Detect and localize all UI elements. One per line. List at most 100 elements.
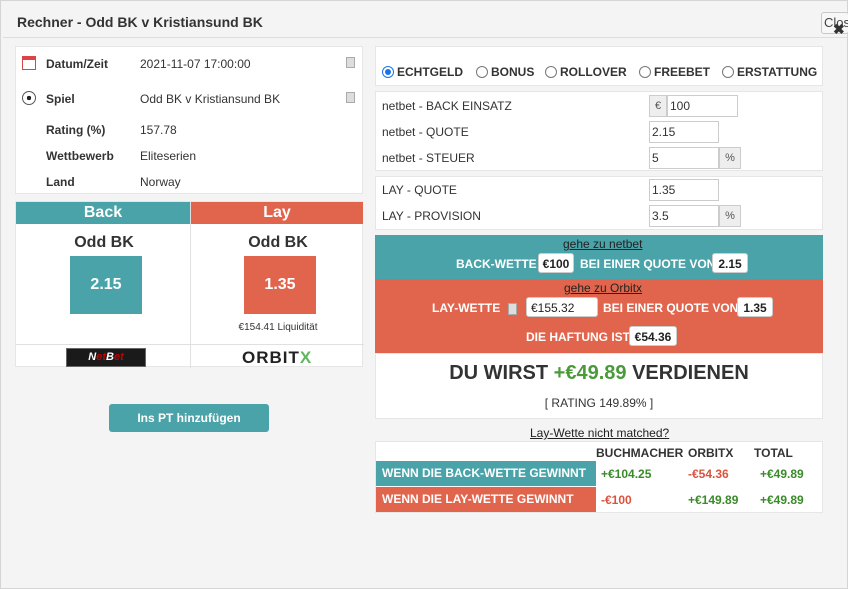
back-odds-label: netbet - QUOTE: [382, 125, 469, 139]
col-header-orbitx: ORBITX: [688, 446, 734, 460]
radio-icon[interactable]: [545, 66, 557, 78]
info-row-date: Datum/Zeit 2021-11-07 17:00:00: [16, 53, 364, 79]
back-bet-amount: €100: [538, 253, 574, 273]
mode-label: BONUS: [491, 65, 535, 79]
back-header: Back: [16, 202, 190, 224]
liability-label: DIE HAFTUNG IST: [526, 330, 630, 344]
copy-icon[interactable]: [346, 57, 355, 68]
mode-label: ERSTATTUNG: [737, 65, 818, 79]
back-wins-bookmaker: +€104.25: [601, 467, 652, 481]
info-label: Spiel: [46, 92, 75, 106]
info-value: 2021-11-07 17:00:00: [140, 57, 251, 71]
column-divider: [190, 202, 191, 368]
col-header-total: TOTAL: [754, 446, 793, 460]
add-to-pt-button[interactable]: Ins PT hinzufügen: [109, 404, 269, 432]
calendar-icon: [22, 56, 36, 70]
logo-divider: [16, 344, 364, 345]
lay-liquidity: €154.41 Liquidität: [238, 322, 318, 333]
mode-echtgeld[interactable]: ECHTGELD: [382, 65, 463, 79]
lay-fields-panel: LAY - QUOTE LAY - PROVISION %: [375, 176, 823, 230]
back-lay-panel: Back Lay Odd BK 2.15 Odd BK 1.35 €154.41…: [15, 201, 364, 368]
lay-odds-label: LAY - QUOTE: [382, 183, 457, 197]
lay-wins-bookmaker: -€100: [601, 493, 632, 507]
radio-checked-icon[interactable]: [382, 66, 394, 78]
info-label: Datum/Zeit: [46, 57, 109, 71]
dialog-titlebar: Rechner - Odd BK v Kristiansund BK Close: [3, 4, 848, 38]
back-tax-label: netbet - STEUER: [382, 151, 475, 165]
info-row-competition: Wettbewerb Eliteserien: [16, 145, 364, 171]
copy-icon[interactable]: [508, 303, 517, 315]
info-value: Odd BK v Kristiansund BK: [140, 92, 281, 106]
profit-amount: +€49.89: [553, 362, 627, 384]
col-header-bookmaker: BUCHMACHER: [596, 446, 684, 460]
row-label-back-wins: WENN DIE BACK-WETTE GEWINNT: [376, 461, 596, 486]
back-odds-row: netbet - QUOTE: [376, 119, 824, 145]
close-icon[interactable]: ✖: [833, 21, 845, 37]
lay-commission-row: LAY - PROVISION %: [376, 203, 824, 229]
goto-orbitx-link[interactable]: gehe zu Orbitx: [564, 281, 643, 295]
back-tax-row: netbet - STEUER %: [376, 145, 824, 171]
lay-header: Lay: [191, 202, 363, 224]
copy-icon[interactable]: [346, 92, 355, 103]
back-odds-input[interactable]: [649, 121, 719, 143]
close-button[interactable]: Close: [821, 12, 848, 34]
mode-label: ECHTGELD: [397, 65, 463, 79]
percent-addon: %: [719, 147, 741, 169]
lay-bet-prefix: LAY-WETTE: [432, 301, 501, 315]
info-row-country: Land Norway: [16, 171, 364, 197]
mode-bonus[interactable]: BONUS: [476, 65, 534, 79]
back-stake-input[interactable]: [667, 95, 738, 117]
percent-addon: %: [719, 205, 741, 227]
back-stake-label: netbet - BACK EINSATZ: [382, 99, 512, 113]
row-label-lay-wins: WENN DIE LAY-WETTE GEWINNT: [376, 487, 596, 512]
info-label: Wettbewerb: [46, 149, 114, 163]
lay-odds-input[interactable]: [649, 179, 719, 201]
mode-panel: ECHTGELD BONUS ROLLOVER FREEBET ERSTATTU…: [375, 46, 823, 86]
lay-wins-exchange: +€149.89: [688, 493, 739, 507]
info-value: Norway: [140, 175, 181, 189]
radio-icon[interactable]: [639, 66, 651, 78]
lay-wins-total: +€49.89: [760, 493, 804, 507]
profit-suffix: VERDIENEN: [632, 362, 749, 384]
back-wins-exchange: -€54.36: [688, 467, 729, 481]
info-label: Land: [46, 175, 75, 189]
back-bet-prefix: BACK-WETTE: [456, 257, 537, 271]
back-odds-box[interactable]: 2.15: [70, 256, 142, 314]
lay-commission-label: LAY - PROVISION: [382, 209, 481, 223]
netbet-logo[interactable]: NetBet: [66, 348, 146, 367]
profit-result: DU WIRST +€49.89 VERDIENEN [ RATING 149.…: [375, 353, 823, 419]
profit-prefix: DU WIRST: [449, 362, 549, 384]
back-wins-total: +€49.89: [760, 467, 804, 481]
back-team: Odd BK: [74, 234, 134, 251]
back-tax-input[interactable]: [649, 147, 719, 169]
mode-label: ROLLOVER: [560, 65, 627, 79]
lay-team: Odd BK: [248, 234, 308, 251]
back-bet-band: gehe zu netbet BACK-WETTE €100 BEI EINER…: [375, 235, 823, 279]
info-row-match: Spiel Odd BK v Kristiansund BK: [16, 88, 364, 114]
result-rating: [ RATING 149.89% ]: [544, 396, 654, 410]
currency-addon: €: [649, 95, 667, 117]
event-info-panel: Datum/Zeit 2021-11-07 17:00:00 Spiel Odd…: [15, 46, 363, 194]
orbitx-logo[interactable]: ORBITX: [242, 348, 313, 367]
lay-commission-input[interactable]: [649, 205, 719, 227]
back-bet-odds: 2.15: [712, 253, 748, 273]
lay-not-matched-link[interactable]: Lay-Wette nicht matched?: [530, 426, 670, 440]
dialog-title: Rechner - Odd BK v Kristiansund BK: [17, 14, 263, 30]
mode-freebet[interactable]: FREEBET: [639, 65, 710, 79]
lay-bet-amount: €155.32: [526, 297, 598, 317]
mode-rollover[interactable]: ROLLOVER: [545, 65, 627, 79]
lay-bet-middle: BEI EINER QUOTE VON: [603, 301, 739, 315]
mode-erstattung[interactable]: ERSTATTUNG: [722, 65, 817, 79]
radio-icon[interactable]: [476, 66, 488, 78]
info-label: Rating (%): [46, 123, 106, 137]
lay-odds-row: LAY - QUOTE: [376, 177, 824, 203]
outcomes-table: BUCHMACHER ORBITX TOTAL WENN DIE BACK-WE…: [375, 441, 823, 513]
back-fields-panel: netbet - BACK EINSATZ € netbet - QUOTE n…: [375, 91, 823, 171]
lay-odds-box[interactable]: 1.35: [244, 256, 316, 314]
back-bet-middle: BEI EINER QUOTE VON: [580, 257, 716, 271]
profit-headline: DU WIRST +€49.89 VERDIENEN: [376, 362, 822, 385]
goto-netbet-link[interactable]: gehe zu netbet: [563, 237, 643, 251]
back-stake-row: netbet - BACK EINSATZ €: [376, 93, 824, 119]
radio-icon[interactable]: [722, 66, 734, 78]
